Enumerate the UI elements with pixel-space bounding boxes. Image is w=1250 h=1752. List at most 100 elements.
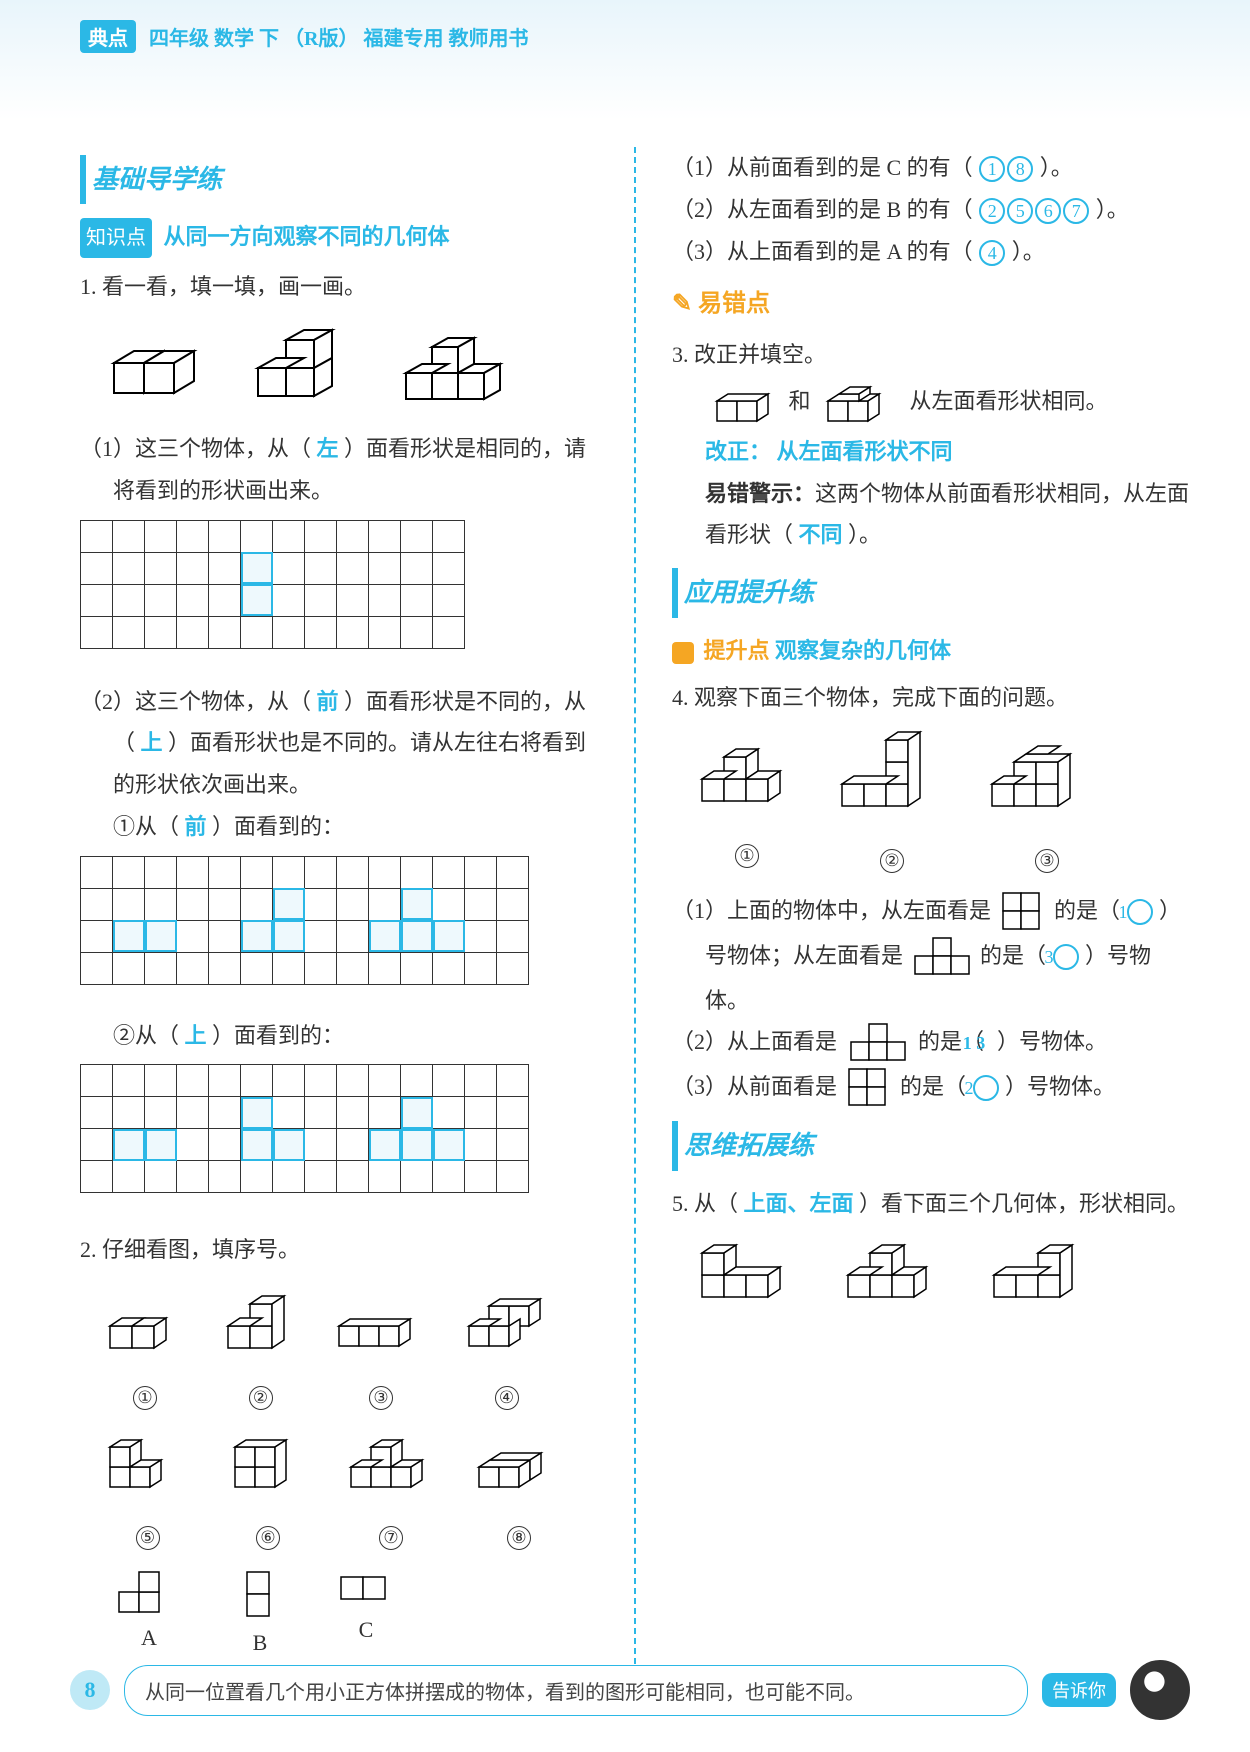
label-4: ④ — [495, 1386, 519, 1410]
answer: 从左面看形状不同 — [777, 439, 953, 464]
column-divider — [634, 147, 636, 1664]
q2-r2: （2）从左面看到的是 B 的有（ 2567 ）。 — [672, 189, 1190, 231]
cube-icon — [218, 1291, 303, 1361]
q1-sub2: ②从（ 上 ）面看到的： — [80, 1015, 598, 1057]
shape-icon — [847, 1022, 909, 1066]
q2-abc-shapes: A B C — [110, 1567, 598, 1664]
q4-stem: 4. 观察下面三个物体，完成下面的问题。 — [672, 677, 1190, 719]
label-8: ⑧ — [507, 1526, 531, 1550]
q3-body: 和 从左面看形状相同。 — [672, 376, 1190, 431]
header-book: 教师用书 — [448, 28, 528, 50]
label-5: ⑤ — [136, 1526, 160, 1550]
series-badge: 典点 — [80, 20, 136, 53]
shape-a — [114, 1567, 184, 1617]
tellyou-badge: 告诉你 — [1042, 1673, 1116, 1707]
answer-grid-3 — [80, 1064, 529, 1193]
label-b: B — [238, 1622, 282, 1664]
section-basic: 基础导学练 — [80, 155, 222, 204]
q3-correction: 改正： 从左面看形状不同 — [672, 431, 1190, 473]
content-columns: 从同一方向观察不同几何体 基础导学练 知识点 从同一方向观察不同的几何体 1. … — [0, 147, 1250, 1664]
page-footer: 8 从同一位置看几个用小正方体拼摆成的物体，看到的图形可能相同，也可能不同。 告… — [70, 1660, 1190, 1720]
label-7: ⑦ — [379, 1526, 403, 1550]
shape-icon — [913, 936, 971, 980]
label-1: ① — [133, 1386, 157, 1410]
answer: 上 — [185, 1023, 207, 1048]
answer: 8 — [1007, 156, 1033, 182]
q2-cubes-row1: ① ② ③ ④ — [100, 1281, 598, 1417]
section-apply: 应用提升练 — [672, 568, 814, 617]
label-c: C — [332, 1609, 400, 1651]
cube-icon — [94, 323, 204, 413]
knowledge-line: 知识点 从同一方向观察不同的几何体 — [80, 216, 598, 258]
section-think: 思维拓展练 — [672, 1121, 814, 1170]
answer: 1 — [1127, 899, 1153, 925]
footer-tip: 从同一位置看几个用小正方体拼摆成的物体，看到的图形可能相同，也可能不同。 — [124, 1665, 1028, 1716]
label-2: ② — [880, 849, 904, 873]
cube-icon — [100, 1301, 190, 1361]
label-3: ③ — [369, 1386, 393, 1410]
shape-icon — [847, 1067, 891, 1111]
cube-icon — [820, 376, 900, 431]
q4-cubes: ① ② ③ — [692, 729, 1190, 880]
q1-p2: （2）这三个物体，从（ 前 ）面看形状是不同的，从（ 上 ）面看形状也是不同的。… — [80, 681, 598, 806]
q4-p3: （3）从前面看是 的是（ 2 ）号物体。 — [672, 1066, 1190, 1111]
shape-b — [242, 1567, 278, 1622]
cube-icon — [469, 1432, 569, 1502]
q4-p1: （1）上面的物体中，从左面看是 的是（ 1 ）号物体；从左面看是 的是（ 3 ）… — [672, 890, 1190, 1022]
answer: 1 — [979, 156, 1005, 182]
label-a: A — [110, 1617, 188, 1659]
answer: 3 — [1053, 944, 1079, 970]
header-vol: 下 — [259, 28, 279, 50]
boost-label: 提升点 — [704, 638, 770, 663]
label-6: ⑥ — [256, 1526, 280, 1550]
q2-stem: 2. 仔细看图，填序号。 — [80, 1229, 598, 1271]
answer: 5 — [1007, 198, 1033, 224]
answer: 左 — [317, 436, 339, 461]
q2-r1: （1）从前面看到的是 C 的有（ 18 ）。 — [672, 147, 1190, 189]
section-mistake: ✎ 易错点 — [672, 291, 770, 317]
cube-icon — [832, 729, 952, 824]
knowledge-badge: 知识点 — [80, 218, 152, 258]
q5: 5. 从（ 上面、左面 ）看下面三个几何体，形状相同。 — [672, 1183, 1190, 1225]
cube-icon — [331, 1296, 431, 1361]
label-3: ③ — [1035, 849, 1059, 873]
shape-icon — [1001, 891, 1045, 935]
shape-c — [336, 1572, 396, 1608]
page-number: 8 — [70, 1670, 110, 1710]
cube-icon — [982, 729, 1112, 824]
cube-icon — [391, 318, 541, 418]
cube-icon — [692, 1235, 812, 1315]
knowledge-text: 从同一方向观察不同的几何体 — [164, 224, 450, 249]
answer-grid-2 — [80, 856, 529, 985]
cube-icon — [100, 1427, 195, 1502]
q1-p1: （1）这三个物体，从（ 左 ）面看形状是相同的，请将看到的形状画出来。 — [80, 428, 598, 512]
answer: 上 — [141, 730, 163, 755]
q1-stem: 1. 看一看，填一填，画一画。 — [80, 266, 598, 308]
header-grade: 四年级 — [149, 28, 209, 50]
q2-cubes-row2: ⑤ ⑥ ⑦ ⑧ — [100, 1427, 598, 1558]
q3-warn: 易错警示：这两个物体从前面看形状相同，从左面看形状（ 不同 ）。 — [672, 473, 1190, 557]
thumb-icon — [672, 642, 694, 664]
cube-icon — [341, 1427, 441, 1502]
answer: 前 — [185, 814, 207, 839]
answer: 2 — [973, 1075, 999, 1101]
answer: 2 — [979, 198, 1005, 224]
answer: 上面、左面 — [744, 1191, 854, 1216]
label-1: ① — [735, 844, 759, 868]
header-subject: 数学 — [214, 28, 254, 50]
label-2: ② — [249, 1386, 273, 1410]
header-edition: （R版） — [284, 28, 358, 50]
cube-icon — [709, 376, 779, 431]
q1-cubes — [80, 318, 598, 418]
answer: 6 — [1035, 198, 1061, 224]
q3-stem: 3. 改正并填空。 — [672, 334, 1190, 376]
answer: 4 — [979, 240, 1005, 266]
header-region: 福建专用 — [363, 28, 443, 50]
cube-icon — [238, 318, 358, 418]
boost-text: 观察复杂的几何体 — [775, 638, 951, 663]
cube-icon — [692, 729, 802, 819]
q4-p2: （2）从上面看是 的是（ 1 3 ）号物体。 — [672, 1021, 1190, 1066]
cube-icon — [984, 1235, 1104, 1315]
q1-sub1: ①从（ 前 ）面看到的： — [80, 806, 598, 848]
answer: 前 — [317, 689, 339, 714]
